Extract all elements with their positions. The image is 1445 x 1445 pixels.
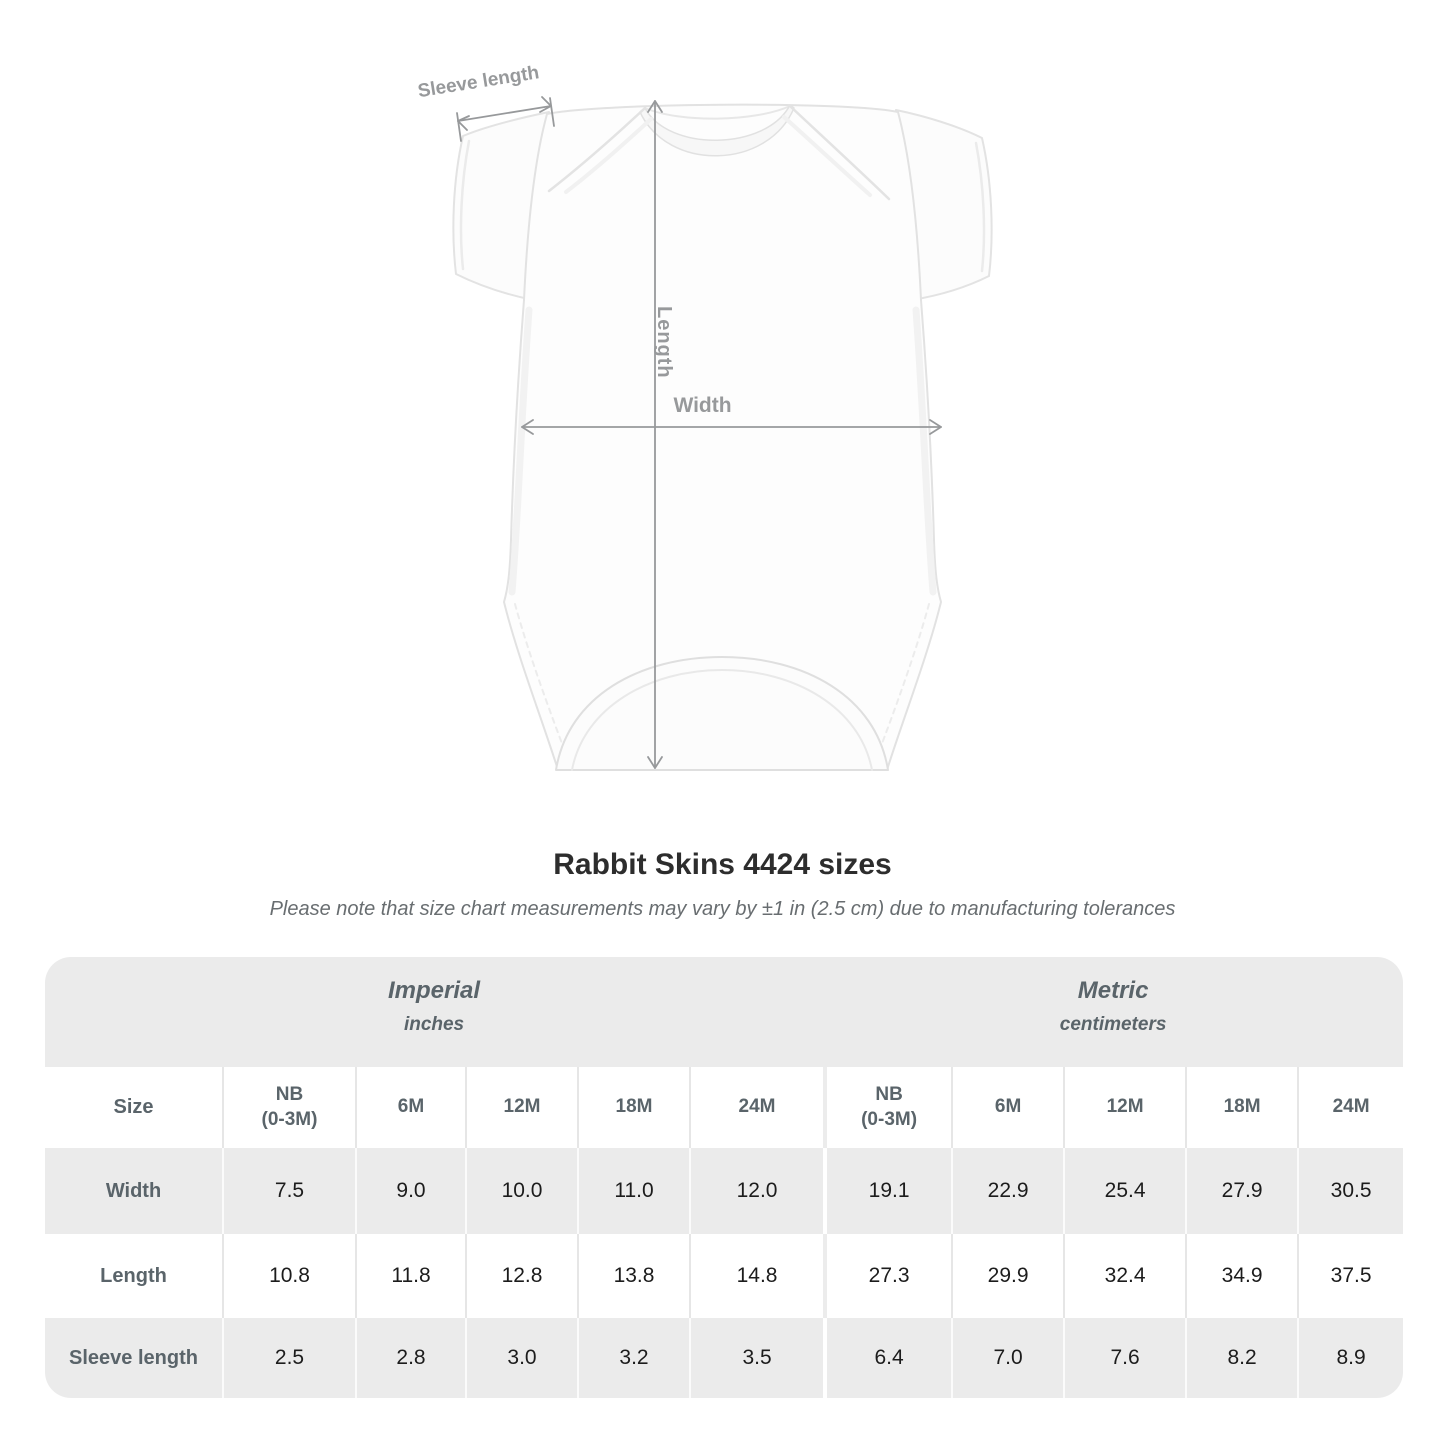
width-label: Width xyxy=(673,394,732,417)
left-leg-seam xyxy=(514,603,567,755)
cell-width-metric-0: 19.1 xyxy=(823,1148,952,1234)
table-row-sleeve-length: Sleeve length 2.5 2.8 3.0 3.2 3.5 6.4 7.0 7.6 8.2… xyxy=(45,1318,1403,1398)
col-header-imperial-4: 24M xyxy=(689,1067,824,1148)
row-label: Sleeve length xyxy=(45,1318,222,1398)
col-header-imperial-0: NB (0-3M) xyxy=(222,1067,355,1148)
cell-sleeve-length-imperial-0: 2.5 xyxy=(222,1318,355,1398)
right-shoulder-flap-shadow xyxy=(782,115,872,197)
imperial-sublabel: inches xyxy=(403,1013,465,1035)
cell-width-imperial-1: 9.0 xyxy=(355,1148,465,1234)
metric-sublabel: centimeters xyxy=(1059,1013,1167,1035)
cell-sleeve-length-metric-1: 7.0 xyxy=(951,1318,1064,1398)
col-header-imperial-3: 18M xyxy=(577,1067,689,1148)
cell-width-metric-4: 30.5 xyxy=(1297,1148,1403,1234)
col-header-metric-4: 24M xyxy=(1297,1067,1403,1148)
cell-sleeve-length-metric-0: 6.4 xyxy=(823,1318,952,1398)
size-table: Imperial inches Metric centimeters Size … xyxy=(45,957,1403,1398)
metric-group-header: Metric centimeters xyxy=(823,957,1403,1067)
width-arrow xyxy=(521,419,942,435)
left-side-shading xyxy=(508,306,533,596)
size-table-grid: Imperial inches Metric centimeters Size … xyxy=(45,957,1403,1398)
bodysuit-diagram xyxy=(452,96,993,771)
cell-width-imperial-4: 12.0 xyxy=(689,1148,824,1234)
unit-group-row: Imperial inches Metric centimeters xyxy=(45,957,1403,1067)
sleeve-length-arrow xyxy=(456,96,555,142)
row-label: Length xyxy=(45,1234,222,1318)
table-row-length: Length 10.8 11.8 12.8 13.8 14.8 27.3 29.9 32.4 34… xyxy=(45,1234,1403,1318)
cell-width-metric-1: 22.9 xyxy=(951,1148,1064,1234)
cell-sleeve-length-imperial-2: 3.0 xyxy=(465,1318,577,1398)
back-neck-seam xyxy=(644,105,791,120)
cell-width-metric-2: 25.4 xyxy=(1063,1148,1186,1234)
page-title: Rabbit Skins 4424 sizes xyxy=(553,848,892,881)
cell-sleeve-length-metric-3: 8.2 xyxy=(1185,1318,1298,1398)
cell-sleeve-length-metric-2: 7.6 xyxy=(1063,1318,1186,1398)
page-subtitle: Please note that size chart measurements… xyxy=(269,898,1176,920)
cell-width-imperial-0: 7.5 xyxy=(222,1148,355,1234)
right-shoulder-flap-edge xyxy=(788,104,891,201)
col-header-metric-0: NB (0-3M) xyxy=(823,1067,952,1148)
right-leg-seam xyxy=(877,603,930,755)
col-header-imperial-1: 6M xyxy=(355,1067,465,1148)
length-arrow xyxy=(647,100,663,769)
cell-length-imperial-1: 11.8 xyxy=(355,1234,465,1318)
cell-width-imperial-3: 11.0 xyxy=(577,1148,689,1234)
column-header-row: Size NB (0-3M) 6M 12M 18M 24M NB (0-3M) 6M 12M 1… xyxy=(45,1067,1403,1148)
cell-sleeve-length-imperial-4: 3.5 xyxy=(689,1318,824,1398)
col-header-metric-1: 6M xyxy=(951,1067,1064,1148)
cell-length-imperial-2: 12.8 xyxy=(465,1234,577,1318)
col-header-metric-3: 18M xyxy=(1185,1067,1298,1148)
left-sleeve-cuff-seam xyxy=(459,139,471,271)
cell-length-metric-2: 32.4 xyxy=(1063,1234,1186,1318)
cell-length-metric-0: 27.3 xyxy=(823,1234,952,1318)
cell-length-imperial-3: 13.8 xyxy=(577,1234,689,1318)
cell-sleeve-length-imperial-1: 2.8 xyxy=(355,1318,465,1398)
col-header-imperial-2: 12M xyxy=(465,1067,577,1148)
col-header-metric-2: 12M xyxy=(1063,1067,1186,1148)
table-row-width: Width 7.5 9.0 10.0 11.0 12.0 19.1 22.9 25.4 27.9 3… xyxy=(45,1148,1403,1234)
left-shoulder-flap-shadow xyxy=(564,117,653,194)
right-side-shading xyxy=(912,306,937,596)
crotch-flap xyxy=(555,656,889,771)
cell-length-imperial-0: 10.8 xyxy=(222,1234,355,1318)
cell-sleeve-length-imperial-3: 3.2 xyxy=(577,1318,689,1398)
cell-sleeve-length-metric-4: 8.9 xyxy=(1297,1318,1403,1398)
metric-label: Metric xyxy=(1077,976,1149,1004)
cell-width-metric-3: 27.9 xyxy=(1185,1148,1298,1234)
length-label: Length xyxy=(653,306,675,379)
bodysuit-outline xyxy=(503,103,942,771)
cell-width-imperial-2: 10.0 xyxy=(465,1148,577,1234)
cell-length-metric-4: 37.5 xyxy=(1297,1234,1403,1318)
imperial-label: Imperial xyxy=(388,976,481,1004)
cell-length-metric-3: 34.9 xyxy=(1185,1234,1298,1318)
cell-length-imperial-4: 14.8 xyxy=(689,1234,824,1318)
size-table-body: Width 7.5 9.0 10.0 11.0 12.0 19.1 22.9 25.4 27.9 3… xyxy=(45,1148,1403,1398)
size-column-header: Size xyxy=(45,1067,222,1148)
cell-length-metric-1: 29.9 xyxy=(951,1234,1064,1318)
imperial-group-header: Imperial inches xyxy=(45,957,824,1067)
right-sleeve-cuff-seam xyxy=(974,141,986,273)
left-shoulder-flap-edge xyxy=(547,106,647,193)
crotch-flap-binding xyxy=(571,669,873,771)
row-label: Width xyxy=(45,1148,222,1234)
